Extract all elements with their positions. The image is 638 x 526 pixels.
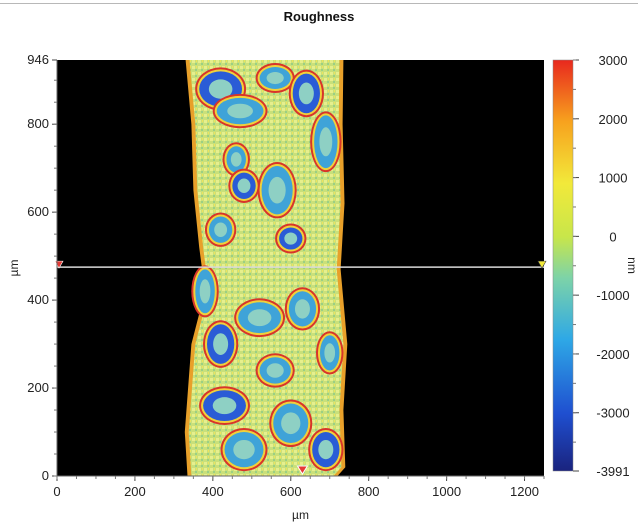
plot-area <box>54 60 547 476</box>
y-tick-label: 200 <box>27 380 49 395</box>
right-marker <box>537 260 547 269</box>
valley-core <box>284 232 298 245</box>
x-tick-label: 1000 <box>432 484 461 499</box>
valley-core <box>208 79 233 99</box>
valley-core <box>233 439 255 460</box>
colorbar-tick-label: 1000 <box>599 171 628 186</box>
y-axis-label: µm <box>7 260 21 277</box>
colorbar: 3000 2000 1000 0 -1000 -2000 -3000 -3991 nm <box>552 53 638 479</box>
colorbar-tick-label: -1000 <box>596 288 629 303</box>
x-tick-label: 400 <box>202 484 224 499</box>
valley-core <box>318 439 334 460</box>
valley-core <box>294 299 310 319</box>
y-tick-label: 946 <box>27 52 49 67</box>
colorbar-gradient <box>552 59 574 472</box>
valley-core <box>213 333 229 355</box>
valley-core <box>266 71 284 85</box>
axes: 0 200 400 600 800 1000 1200 0 200 400 600 800 946 µm µ… <box>7 52 545 522</box>
valley-core <box>298 82 314 105</box>
colorbar-tick-label: 0 <box>609 229 616 244</box>
valley-core <box>281 412 301 435</box>
colorbar-label: nm <box>625 257 638 274</box>
colorbar-tick-label: 3000 <box>599 53 628 68</box>
valley-core <box>212 397 237 415</box>
y-tick-label: 800 <box>27 116 49 131</box>
valley-core <box>324 343 336 363</box>
valley-core <box>266 363 284 378</box>
x-tick-label: 0 <box>53 484 60 499</box>
colorbar-tick-label: 2000 <box>599 112 628 127</box>
bottom-marker <box>296 465 309 475</box>
top-border-line <box>0 3 638 4</box>
valley-core <box>199 279 211 304</box>
colorbar-tick-label: -3000 <box>596 406 629 421</box>
x-tick-label: 1200 <box>510 484 539 499</box>
colorbar-tick-label: -2000 <box>596 347 629 362</box>
valley-core <box>247 309 272 327</box>
chart-title: Roughness <box>283 9 355 24</box>
x-axis-label: µm <box>292 508 309 522</box>
valley-core <box>319 127 333 157</box>
valley-core <box>214 222 228 237</box>
y-tick-label: 400 <box>27 292 49 307</box>
colorbar-tick-label: -3991 <box>596 464 629 479</box>
y-tick-label: 0 <box>42 468 49 483</box>
x-tick-label: 800 <box>358 484 380 499</box>
valley-core <box>230 152 242 167</box>
valley-core <box>237 178 251 194</box>
y-tick-label: 600 <box>27 204 49 219</box>
x-tick-label: 200 <box>124 484 146 499</box>
valley-core <box>268 176 286 204</box>
sample-strip <box>184 60 348 476</box>
valley-core <box>227 103 253 119</box>
x-tick-label: 600 <box>280 484 302 499</box>
